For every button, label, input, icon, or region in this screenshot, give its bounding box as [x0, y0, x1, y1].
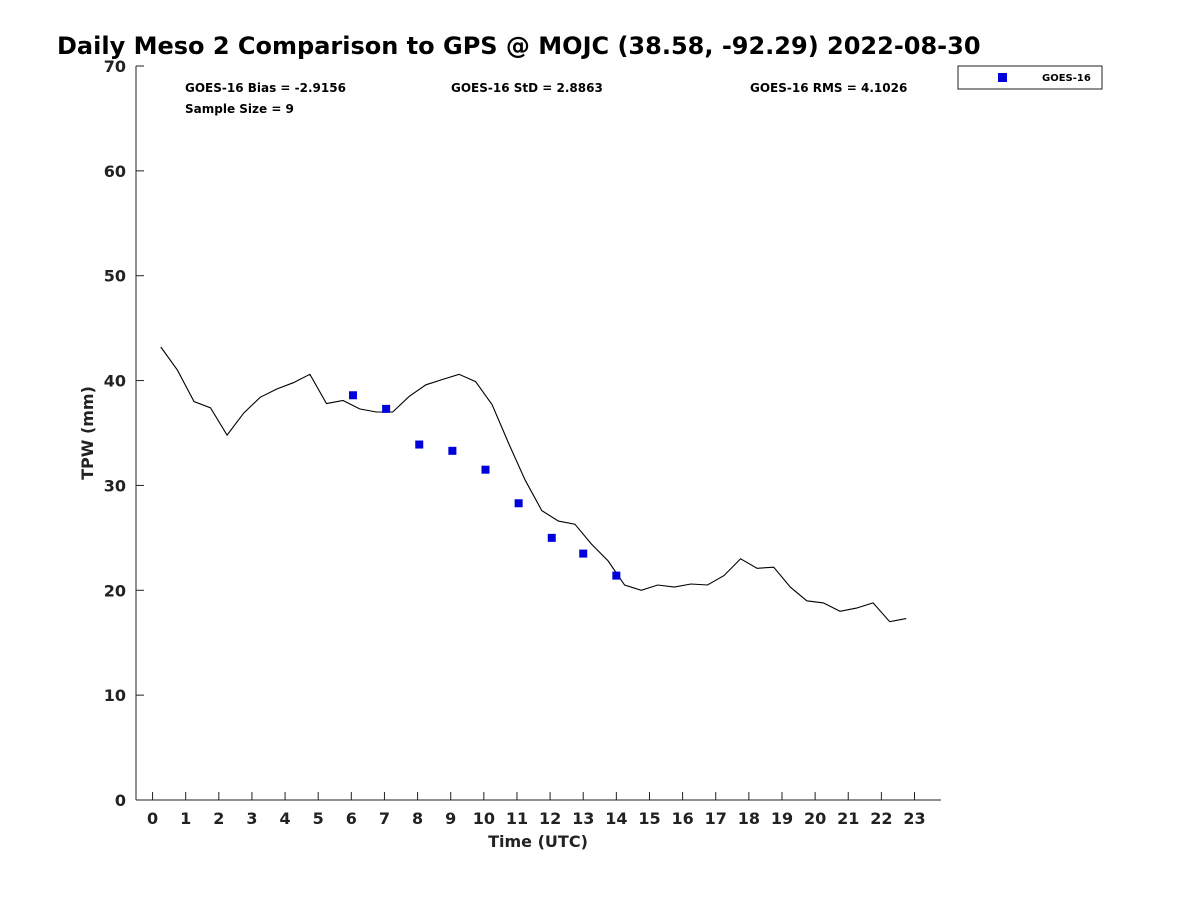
x-tick-label: 12 — [539, 809, 561, 828]
x-tick-label: 0 — [147, 809, 158, 828]
x-tick-label: 11 — [506, 809, 528, 828]
x-tick-label: 15 — [638, 809, 660, 828]
x-tick-label: 14 — [605, 809, 627, 828]
bias-annotation: GOES-16 Bias = -2.9156 — [185, 81, 346, 95]
goes-16-point — [382, 404, 391, 413]
legend-label-goes-16: GOES-16 — [1042, 73, 1091, 84]
x-tick-label: 8 — [412, 809, 423, 828]
goes-16-point — [415, 440, 424, 449]
x-tick-label: 9 — [445, 809, 456, 828]
y-tick-label: 10 — [104, 686, 126, 705]
y-tick-label: 70 — [104, 57, 126, 76]
y-tick-label: 50 — [104, 267, 126, 286]
goes-16-point — [514, 499, 523, 508]
goes-16-point — [547, 533, 556, 542]
x-ticks: 0 1 2 3 4 5 6 7 8 9 10 11 12 13 14 15 16 17 18 19 20 21 22 23 — [147, 792, 926, 828]
x-tick-label: 22 — [870, 809, 892, 828]
y-tick-label: 30 — [104, 476, 126, 495]
x-tick-label: 10 — [473, 809, 495, 828]
y-tick-label: 40 — [104, 372, 126, 391]
y-tick-label: 0 — [115, 791, 126, 810]
x-tick-label: 21 — [837, 809, 859, 828]
gps-tpw-line — [160, 346, 907, 623]
x-tick-label: 7 — [379, 809, 390, 828]
x-tick-label: 2 — [213, 809, 224, 828]
series-layer — [160, 346, 907, 623]
legend-box — [957, 65, 1103, 90]
x-tick-label: 23 — [903, 809, 925, 828]
x-tick-label: 3 — [246, 809, 257, 828]
x-tick-label: 5 — [313, 809, 324, 828]
x-tick-label: 19 — [771, 809, 793, 828]
stats-annotations: GOES-16 Bias = -2.9156 GOES-16 StD = 2.8… — [185, 81, 907, 116]
x-tick-label: 18 — [738, 809, 760, 828]
y-tick-label: 60 — [104, 162, 126, 181]
x-tick-label: 4 — [280, 809, 291, 828]
y-tick-label: 20 — [104, 581, 126, 600]
x-tick-label: 16 — [671, 809, 693, 828]
goes-16-point — [348, 391, 357, 400]
x-axis-label: Time (UTC) — [488, 832, 588, 851]
std-annotation: GOES-16 StD = 2.8863 — [451, 81, 603, 95]
x-tick-label: 6 — [346, 809, 357, 828]
x-tick-label: 20 — [804, 809, 826, 828]
x-tick-label: 13 — [572, 809, 594, 828]
y-axis-label: TPW (mm) — [78, 386, 97, 480]
legend: GOES-16 — [957, 65, 1103, 90]
y-ticks: 0 10 20 30 40 50 60 70 — [104, 57, 144, 810]
goes-16-point — [579, 549, 588, 558]
x-tick-label: 1 — [180, 809, 191, 828]
legend-marker-goes-16 — [998, 73, 1007, 82]
goes-16-point — [612, 571, 621, 580]
goes-16-point — [448, 446, 457, 455]
goes-16-point — [481, 465, 490, 474]
rms-annotation: GOES-16 RMS = 4.1026 — [750, 81, 907, 95]
chart-title: Daily Meso 2 Comparison to GPS @ MOJC (3… — [57, 32, 981, 60]
sample-size-annotation: Sample Size = 9 — [185, 102, 294, 116]
x-tick-label: 17 — [705, 809, 727, 828]
